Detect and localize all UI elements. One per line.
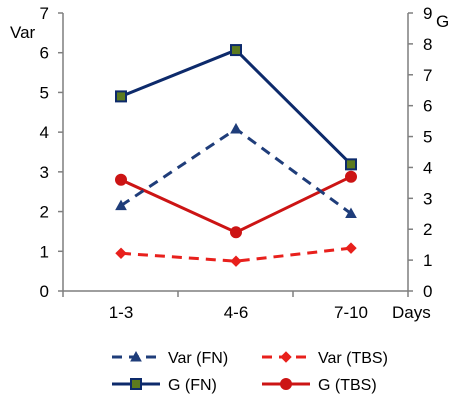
left-axis-title: Var <box>10 23 36 42</box>
series-line-var-fn <box>120 127 352 215</box>
right-tick-label: 5 <box>423 128 432 147</box>
left-tick-label: 4 <box>40 123 49 142</box>
right-tick-label: 1 <box>423 251 432 270</box>
series-line-var-tbs <box>120 246 352 263</box>
data-point-var-fn <box>115 199 127 211</box>
data-point-g-tbs <box>230 226 242 239</box>
data-point-var-fn <box>345 207 357 219</box>
right-tick-label: 8 <box>423 35 432 54</box>
x-tick-label: 1-3 <box>109 303 134 322</box>
legend-marker-var-fn <box>130 350 142 362</box>
series-line-g-fn <box>120 48 353 166</box>
data-point-g-fn <box>115 90 127 103</box>
x-axis-title: Days <box>392 303 431 322</box>
data-point-var-tbs <box>345 242 357 254</box>
right-tick-label: 3 <box>423 189 432 208</box>
data-point-var-tbs <box>230 255 242 267</box>
right-tick-label: 6 <box>423 97 432 116</box>
legend-marker-g-tbs <box>280 378 292 390</box>
data-point-var-fn <box>230 122 242 134</box>
left-tick-label: 5 <box>40 83 49 102</box>
data-point-g-fn <box>230 44 242 57</box>
data-point-g-tbs <box>115 173 127 186</box>
legend-marker-var-tbs <box>280 351 292 363</box>
data-point-g-fn <box>345 158 357 171</box>
right-tick-label: 0 <box>423 282 432 301</box>
legend-label-var-fn: Var (FN) <box>168 350 228 367</box>
left-tick-label: 6 <box>40 44 49 63</box>
left-tick-label: 2 <box>40 203 49 222</box>
x-tick-label: 7-10 <box>334 303 368 322</box>
right-tick-label: 9 <box>423 4 432 23</box>
legend-label-g-fn: G (FN) <box>168 377 217 394</box>
left-tick-label: 1 <box>40 242 49 261</box>
right-tick-label: 2 <box>423 220 432 239</box>
data-point-g-tbs <box>345 170 357 183</box>
left-tick-label: 7 <box>40 4 49 23</box>
left-tick-label: 3 <box>40 163 49 182</box>
legend-label-g-tbs: G (TBS) <box>318 377 377 394</box>
right-tick-label: 4 <box>423 158 432 177</box>
legend-label-var-tbs: Var (TBS) <box>318 350 388 367</box>
legend-marker-g-fn <box>130 378 142 390</box>
data-point-var-tbs <box>115 247 127 259</box>
right-axis-title: G <box>436 12 449 31</box>
series-line-g-tbs <box>120 175 352 234</box>
left-tick-label: 0 <box>40 282 49 301</box>
right-tick-label: 7 <box>423 66 432 85</box>
x-tick-label: 4-6 <box>224 303 249 322</box>
